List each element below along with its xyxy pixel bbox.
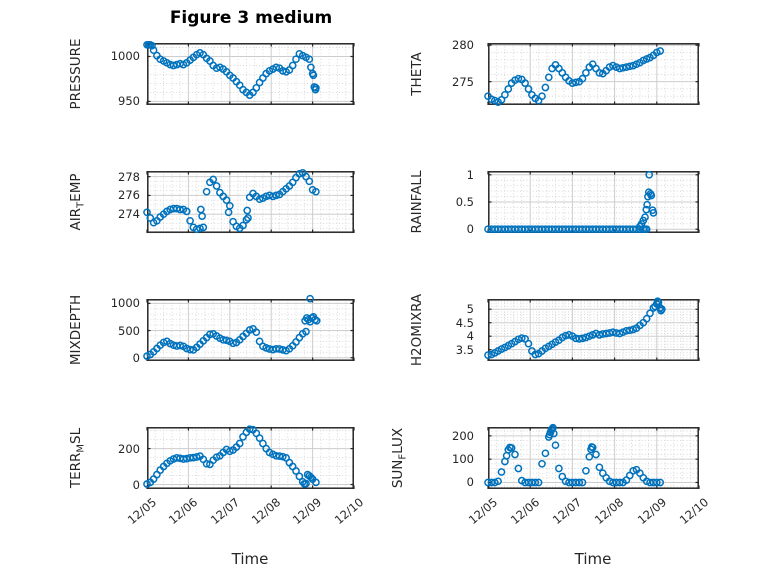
y-tick-label-pressure: 1000 bbox=[110, 49, 140, 64]
axis-tick-marks bbox=[487, 299, 700, 361]
axis-tick-marks bbox=[146, 427, 355, 489]
axis-tick-marks bbox=[146, 43, 355, 105]
scatter-points bbox=[143, 425, 320, 488]
x-tick-label: 12/05 bbox=[124, 495, 159, 528]
y-tick-label-rainfall: 0 bbox=[466, 222, 474, 237]
x-axis-label-left: Time bbox=[231, 550, 269, 568]
figure-title: Figure 3 medium bbox=[169, 8, 333, 28]
minor-grid bbox=[147, 299, 354, 361]
axes-frame bbox=[488, 427, 699, 489]
major-grid bbox=[488, 427, 699, 489]
y-tick-label-theta: 275 bbox=[452, 74, 474, 89]
axes-frame bbox=[488, 43, 699, 105]
plot-pressure bbox=[143, 40, 355, 105]
y-tick-label-h2omixra: 4 bbox=[466, 329, 474, 344]
scatter-points bbox=[143, 169, 320, 234]
scatter-points bbox=[143, 40, 320, 99]
y-axis-label-sun_flux: SUNFLUX bbox=[390, 427, 409, 489]
major-grid bbox=[147, 299, 354, 361]
y-tick-label-mixdepth: 500 bbox=[118, 323, 140, 338]
major-grid bbox=[147, 43, 354, 105]
plot-rainfall bbox=[484, 170, 700, 234]
major-grid bbox=[147, 427, 354, 489]
y-tick-label-h2omixra: 4.5 bbox=[455, 315, 474, 330]
x-tick-label: 12/05 bbox=[465, 495, 500, 528]
minor-grid bbox=[488, 43, 699, 105]
plot-mixdepth bbox=[143, 294, 355, 361]
y-tick-label-h2omixra: 3.5 bbox=[455, 342, 474, 357]
y-tick-label-sun_flux: 0 bbox=[466, 475, 474, 490]
y-tick-label-rainfall: 1 bbox=[466, 167, 474, 182]
major-grid bbox=[147, 171, 354, 233]
y-tick-label-air_temp: 278 bbox=[118, 169, 140, 184]
axes-frame bbox=[147, 171, 354, 233]
y-tick-label-rainfall: 0.5 bbox=[455, 195, 474, 209]
x-tick-label: 12/06 bbox=[507, 495, 543, 528]
plot-terr_msl bbox=[143, 425, 355, 489]
y-axis-label-terr_msl: TERRMSL bbox=[68, 427, 87, 489]
x-tick-label: 12/06 bbox=[166, 495, 201, 528]
minor-grid bbox=[147, 43, 354, 105]
axes-frame bbox=[147, 43, 354, 105]
y-tick-label-h2omixra: 5 bbox=[466, 302, 474, 317]
y-tick-label-sun_flux: 200 bbox=[452, 428, 474, 443]
axes-frame bbox=[147, 427, 354, 489]
plot-air_temp bbox=[143, 169, 355, 234]
x-tick-label: 12/10 bbox=[676, 495, 711, 528]
scatter-points bbox=[484, 297, 666, 359]
minor-grid bbox=[147, 171, 354, 234]
x-tick-label: 12/08 bbox=[592, 495, 627, 528]
major-grid bbox=[488, 299, 699, 361]
scatter-points bbox=[484, 423, 665, 487]
x-axis-label-right: Time bbox=[574, 550, 612, 568]
minor-grid bbox=[488, 171, 699, 233]
plot-sun_flux bbox=[484, 423, 700, 489]
y-axis-label-h2omixra: H2OMIXRA bbox=[409, 293, 425, 367]
axis-tick-marks bbox=[487, 43, 700, 105]
y-tick-label-mixdepth: 1000 bbox=[110, 296, 140, 311]
axes-frame bbox=[488, 299, 699, 361]
x-tick-label: 12/07 bbox=[550, 495, 585, 528]
y-tick-label-terr_msl: 200 bbox=[118, 441, 140, 456]
minor-grid bbox=[488, 299, 699, 361]
y-tick-label-air_temp: 274 bbox=[118, 207, 140, 222]
plot-h2omixra bbox=[484, 297, 700, 361]
minor-grid bbox=[147, 427, 354, 489]
y-tick-label-theta: 280 bbox=[452, 38, 474, 53]
x-tick-label: 12/07 bbox=[207, 495, 242, 528]
y-tick-label-air_temp: 276 bbox=[118, 188, 140, 203]
scatter-points bbox=[143, 294, 321, 360]
scatter-points bbox=[484, 47, 665, 106]
y-tick-label-sun_flux: 100 bbox=[452, 452, 474, 467]
y-tick-label-pressure: 950 bbox=[118, 94, 140, 109]
x-tick-label: 12/09 bbox=[290, 495, 325, 528]
y-tick-label-mixdepth: 0 bbox=[132, 350, 140, 365]
plot-theta bbox=[484, 43, 700, 106]
x-tick-label: 12/10 bbox=[331, 495, 366, 528]
x-tick-label: 12/09 bbox=[634, 495, 669, 528]
y-tick-label-terr_msl: 0 bbox=[132, 477, 140, 492]
x-tick-label: 12/08 bbox=[248, 495, 284, 528]
axis-tick-marks bbox=[146, 171, 355, 233]
scatter-points bbox=[484, 170, 658, 234]
